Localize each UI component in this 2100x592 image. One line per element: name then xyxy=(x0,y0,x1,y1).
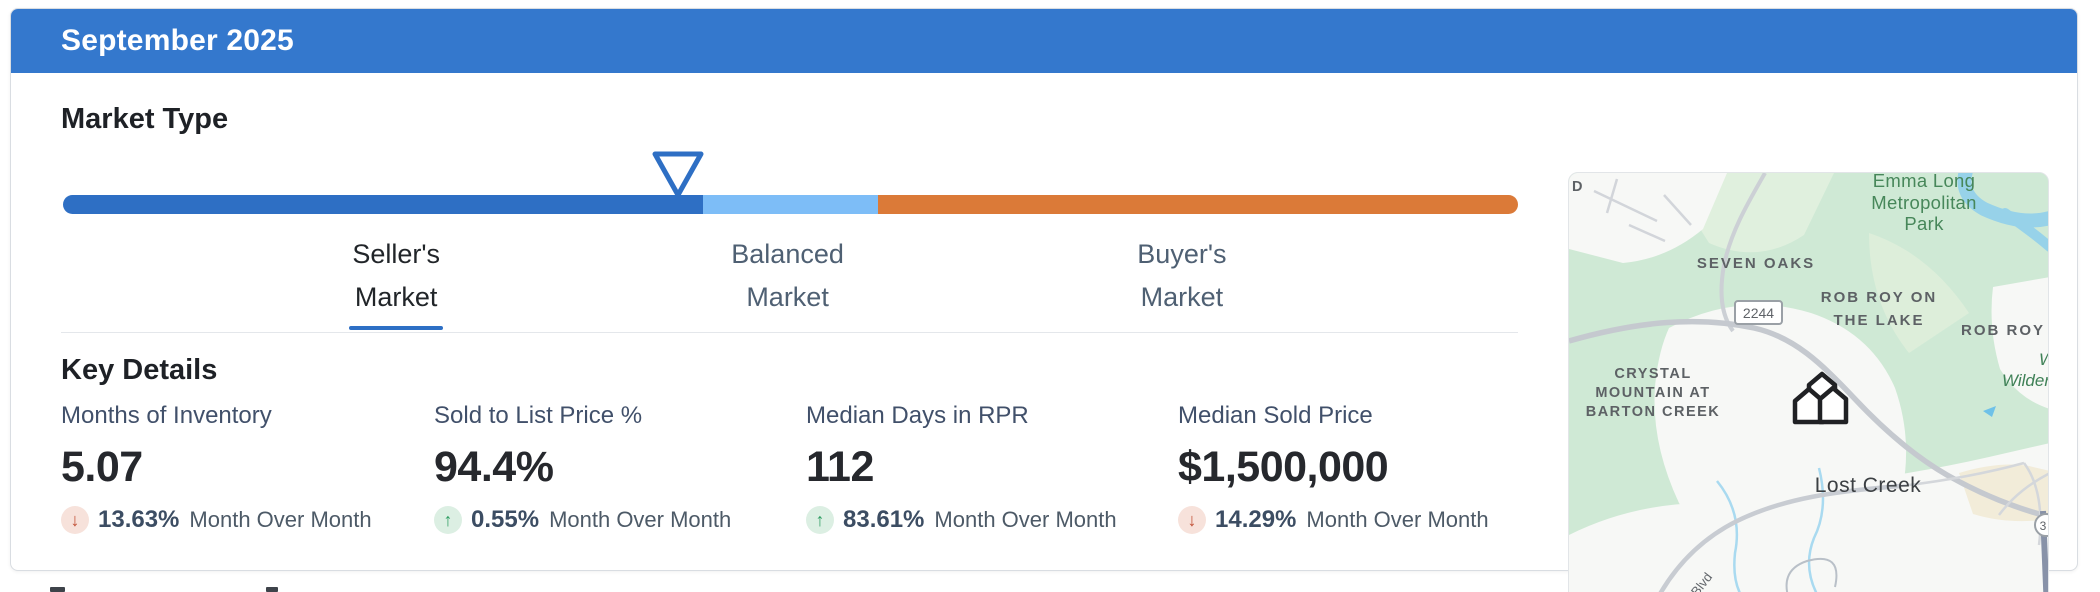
map-pond xyxy=(1983,406,1996,417)
park-label-line3: Park xyxy=(1904,213,1944,234)
seven-oaks-label: SEVEN OAKS xyxy=(1697,255,1815,272)
wilderness-label-line1: W xyxy=(2039,350,2049,369)
metric-median-sold-price: Median Sold Price $1,500,000 ↓ 14.29% Mo… xyxy=(1178,402,1538,534)
market-bar-segment xyxy=(877,195,1518,214)
metric-label: Months of Inventory xyxy=(61,402,272,429)
metric-value: 112 xyxy=(806,443,874,491)
map-road-2244 xyxy=(1569,318,2048,520)
rob-roy-label: ROB ROY xyxy=(1961,322,2045,339)
route-360-shield xyxy=(2034,513,2048,537)
metric-change: ↓ 13.63% Month Over Month xyxy=(61,506,421,534)
market-type-bar xyxy=(63,195,1518,214)
label-line2: Market xyxy=(354,282,438,312)
change-circle: ↑ xyxy=(434,506,462,534)
route-2244-shield xyxy=(1734,300,1783,325)
area-map[interactable]: 2244 3 Emma Long Metropolitan Park SEVEN xyxy=(1568,172,2049,592)
change-period: Month Over Month xyxy=(1306,507,1489,532)
label-line1: Balanced xyxy=(731,239,844,269)
clipped-next-section-text xyxy=(266,587,278,592)
metric-label: Median Sold Price xyxy=(1178,402,1373,429)
month-title: September 2025 xyxy=(61,24,294,57)
park-label-line1: Emma Long xyxy=(1873,173,1975,191)
route-2244-label: 2244 xyxy=(1743,305,1774,321)
market-bar-segment xyxy=(63,195,704,214)
change-arrow-icon: ↑ xyxy=(815,509,825,530)
metric-label: Median Days in RPR xyxy=(806,402,1029,429)
label-line1: Seller's xyxy=(352,239,441,269)
market-type-heading: Market Type xyxy=(61,103,229,135)
change-period: Month Over Month xyxy=(189,507,372,532)
label-buyers-market: Buyer's Market xyxy=(1137,233,1226,319)
label-balanced-market: Balanced Market xyxy=(731,233,844,319)
section-divider xyxy=(61,332,1518,333)
market-type-labels: Seller's Market Balanced Market Buyer's … xyxy=(63,233,1518,353)
market-stats-card: September 2025 Market Type Seller's Mark… xyxy=(10,8,2078,592)
clipped-next-section-text xyxy=(50,587,65,592)
metric-sold-to-list: Sold to List Price % 94.4% ↑ 0.55% Month… xyxy=(434,402,794,534)
map-road-blvd xyxy=(1658,483,1902,592)
label-sellers-market: Seller's Market xyxy=(349,233,444,330)
wilderness-label-line2: Wilder xyxy=(2002,371,2049,390)
map-beige-zone xyxy=(1959,464,2048,522)
rob-roy-lake-label-line2: THE LAKE xyxy=(1834,312,1925,329)
crystal-mountain-label-line2: MOUNTAIN AT xyxy=(1595,385,1710,401)
park-label-line2: Metropolitan xyxy=(1871,192,1976,213)
change-arrow-icon: ↓ xyxy=(1187,509,1197,530)
metric-change: ↓ 14.29% Month Over Month xyxy=(1178,506,1538,534)
clipped-road-label: D xyxy=(1572,179,1582,195)
change-circle: ↓ xyxy=(61,506,89,534)
metric-value: $1,500,000 xyxy=(1178,443,1389,491)
metric-median-days: Median Days in RPR 112 ↑ 83.61% Month Ov… xyxy=(806,402,1166,534)
crystal-mountain-label-line1: CRYSTAL xyxy=(1614,366,1691,382)
active-underline xyxy=(349,326,444,330)
rob-roy-lake-label-line1: ROB ROY ON xyxy=(1821,289,1937,306)
metric-change: ↑ 0.55% Month Over Month xyxy=(434,506,794,534)
marker-triangle-icon xyxy=(652,151,704,198)
change-arrow-icon: ↑ xyxy=(443,509,453,530)
map-river xyxy=(1957,173,2048,228)
metric-label: Sold to List Price % xyxy=(434,402,643,429)
card-header: September 2025 xyxy=(11,9,2077,73)
lost-creek-label: Lost Creek xyxy=(1815,474,1922,497)
market-bar-segment xyxy=(703,195,878,214)
change-circle: ↑ xyxy=(806,506,834,534)
change-period: Month Over Month xyxy=(934,507,1117,532)
label-line2: Market xyxy=(746,282,829,312)
metric-value: 94.4% xyxy=(434,443,554,491)
market-marker xyxy=(652,151,704,198)
change-percent: 83.61% xyxy=(843,506,925,533)
label-line1: Buyer's xyxy=(1137,239,1227,269)
metric-months-of-inventory: Months of Inventory 5.07 ↓ 13.63% Month … xyxy=(61,402,421,534)
listings-cluster-icon[interactable] xyxy=(1792,371,1849,425)
change-arrow-icon: ↓ xyxy=(70,509,80,530)
change-circle: ↓ xyxy=(1178,506,1206,534)
change-period: Month Over Month xyxy=(549,507,732,532)
metric-value: 5.07 xyxy=(61,443,143,491)
change-percent: 14.29% xyxy=(1215,506,1297,533)
route-360-label: 3 xyxy=(2040,519,2047,533)
metric-change: ↑ 83.61% Month Over Month xyxy=(806,506,1166,534)
change-percent: 13.63% xyxy=(98,506,180,533)
card-body: Market Type Seller's Market Balanced xyxy=(11,73,2077,592)
label-line2: Market xyxy=(1140,282,1224,312)
change-percent: 0.55% xyxy=(471,506,540,533)
crystal-mountain-label-line3: BARTON CREEK xyxy=(1586,404,1721,420)
key-details-heading: Key Details xyxy=(61,354,218,386)
